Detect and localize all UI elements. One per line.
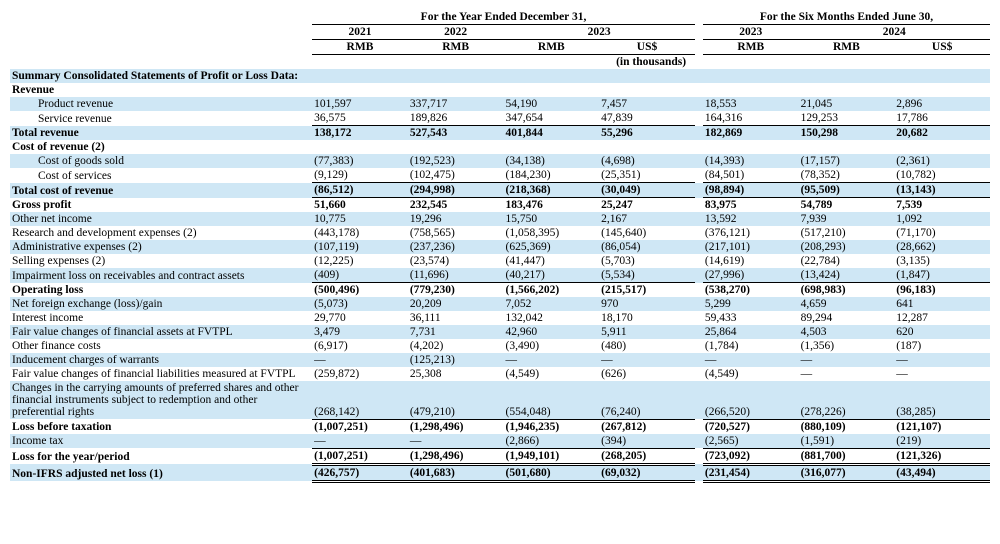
row-gross-profit: Gross profit 51,660 232,545 183,476 25,2… — [10, 198, 990, 213]
row-loss-before-tax: Loss before taxation (1,007,251) (1,298,… — [10, 419, 990, 434]
financial-statements-table: For the Year Ended December 31, For the … — [10, 10, 990, 483]
cost-of-revenue-header: Cost of revenue (2) — [10, 140, 312, 154]
col-2024-6mo: 2024 — [799, 25, 990, 40]
revenue-header-row: Revenue — [10, 83, 990, 97]
six-months-header: For the Six Months Ended June 30, — [703, 10, 990, 25]
header-currencies: RMB RMB RMB US$ RMB RMB US$ — [10, 40, 990, 55]
row-net-fx: Net foreign exchange (loss)/gain (5,073)… — [10, 297, 990, 311]
row-interest-income: Interest income 29,770 36,111 132,042 18… — [10, 311, 990, 325]
row-other-net-income: Other net income 10,775 19,296 15,750 2,… — [10, 212, 990, 226]
section-title: Summary Consolidated Statements of Profi… — [10, 69, 990, 83]
year-ended-header: For the Year Ended December 31, — [312, 10, 695, 25]
row-admin-expenses: Administrative expenses (2) (107,119) (2… — [10, 240, 990, 254]
col-2023-year: 2023 — [503, 25, 694, 40]
header-period-spans: For the Year Ended December 31, For the … — [10, 10, 990, 25]
cost-of-revenue-header-row: Cost of revenue (2) — [10, 140, 990, 154]
revenue-header: Revenue — [10, 83, 312, 97]
row-cogs: Cost of goods sold (77,383) (192,523) (3… — [10, 154, 990, 168]
row-income-tax: Income tax — — (2,866) (394) (2,565) (1,… — [10, 434, 990, 449]
row-service-revenue: Service revenue 36,575 189,826 347,654 4… — [10, 111, 990, 126]
row-other-finance-costs: Other finance costs (6,917) (4,202) (3,4… — [10, 339, 990, 353]
header-units: (in thousands) — [10, 55, 990, 70]
header-years: 2021 2022 2023 2023 2024 — [10, 25, 990, 40]
row-non-ifrs-adjusted-loss: Non-IFRS adjusted net loss (1) (426,757)… — [10, 464, 990, 481]
row-cost-of-services: Cost of services (9,129) (102,475) (184,… — [10, 168, 990, 183]
col-2023-6mo: 2023 — [703, 25, 799, 40]
row-rnd-expenses: Research and development expenses (2) (4… — [10, 226, 990, 240]
units-label: (in thousands) — [312, 55, 990, 70]
row-fvtpl-liabilities: Fair value changes of financial liabilit… — [10, 367, 990, 381]
row-inducement-warrants: Inducement charges of warrants — (125,21… — [10, 353, 990, 367]
row-preferred-shares-changes: Changes in the carrying amounts of prefe… — [10, 381, 990, 419]
row-loss-for-period: Loss for the year/period (1,007,251) (1,… — [10, 448, 990, 464]
row-selling-expenses: Selling expenses (2) (12,225) (23,574) (… — [10, 254, 990, 268]
row-total-revenue: Total revenue 138,172 527,543 401,844 55… — [10, 126, 990, 141]
row-impairment-loss: Impairment loss on receivables and contr… — [10, 268, 990, 283]
col-2022: 2022 — [408, 25, 504, 40]
row-total-cost-of-revenue: Total cost of revenue (86,512) (294,998)… — [10, 183, 990, 198]
row-fvtpl-assets: Fair value changes of financial assets a… — [10, 325, 990, 339]
row-product-revenue: Product revenue 101,597 337,717 54,190 7… — [10, 97, 990, 111]
row-operating-loss: Operating loss (500,496) (779,230) (1,56… — [10, 283, 990, 298]
section-title-row: Summary Consolidated Statements of Profi… — [10, 69, 990, 83]
col-2021: 2021 — [312, 25, 408, 40]
